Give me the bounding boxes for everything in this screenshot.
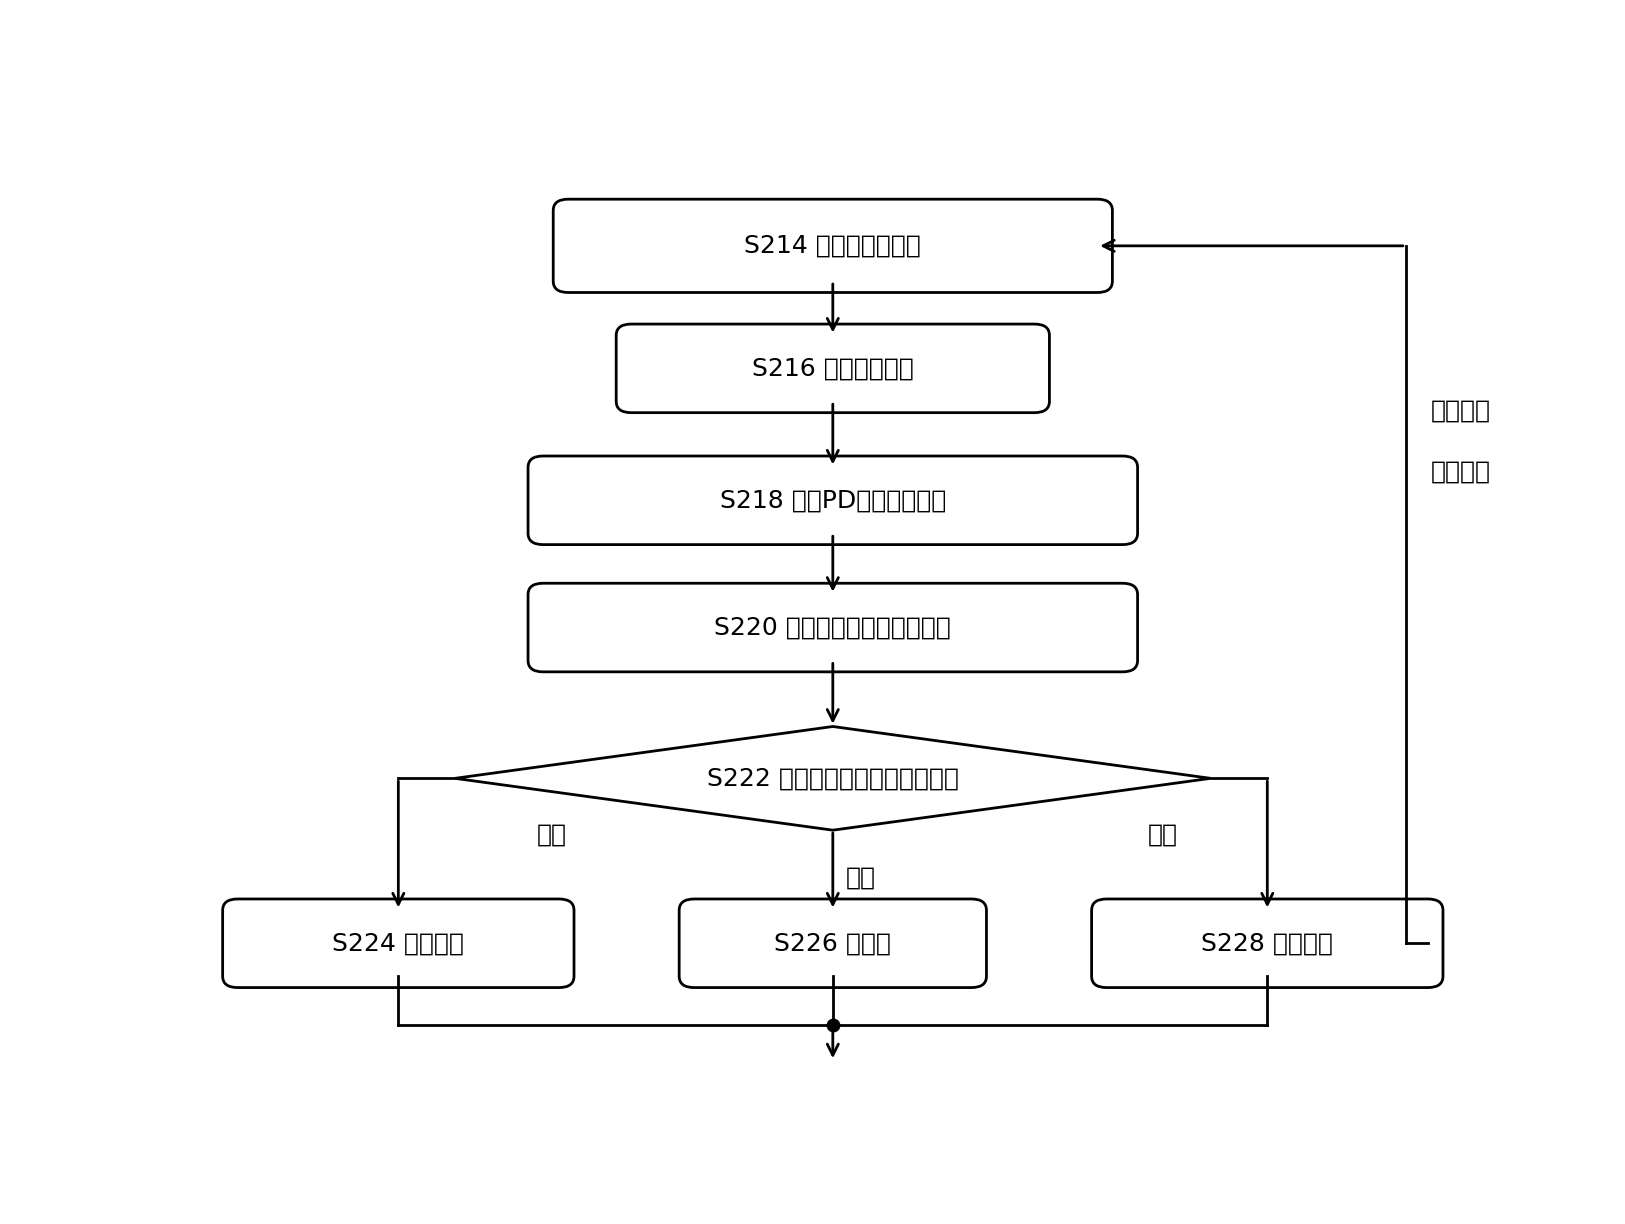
FancyBboxPatch shape — [528, 457, 1138, 545]
Text: 偏低: 偏低 — [536, 823, 567, 847]
Text: S220 相关运算，计算偏置误差: S220 相关运算，计算偏置误差 — [715, 616, 951, 640]
Text: 闭环控制: 闭环控制 — [1432, 399, 1492, 422]
Text: S222 根据偏置误差调节当前偏置: S222 根据偏置误差调节当前偏置 — [707, 766, 959, 791]
FancyBboxPatch shape — [679, 898, 986, 988]
FancyBboxPatch shape — [552, 200, 1113, 293]
Text: 偏高: 偏高 — [1147, 823, 1178, 847]
Text: S218 采样PD放大滤波信号: S218 采样PD放大滤波信号 — [720, 488, 946, 513]
FancyBboxPatch shape — [528, 584, 1138, 672]
FancyBboxPatch shape — [223, 898, 574, 988]
FancyBboxPatch shape — [616, 324, 1050, 412]
Text: S226 不调节: S226 不调节 — [775, 931, 891, 955]
Text: 正常: 正常 — [845, 865, 876, 890]
Text: S216 输出导频信号: S216 输出导频信号 — [752, 356, 913, 381]
FancyBboxPatch shape — [1092, 898, 1443, 988]
Text: S214 通信电信号输入: S214 通信电信号输入 — [744, 234, 921, 258]
Polygon shape — [455, 727, 1211, 830]
Text: 反馈流程: 反馈流程 — [1432, 460, 1492, 483]
Text: S228 降低偏置: S228 降低偏置 — [1201, 931, 1332, 955]
Text: S224 增加偏置: S224 增加偏置 — [333, 931, 465, 955]
